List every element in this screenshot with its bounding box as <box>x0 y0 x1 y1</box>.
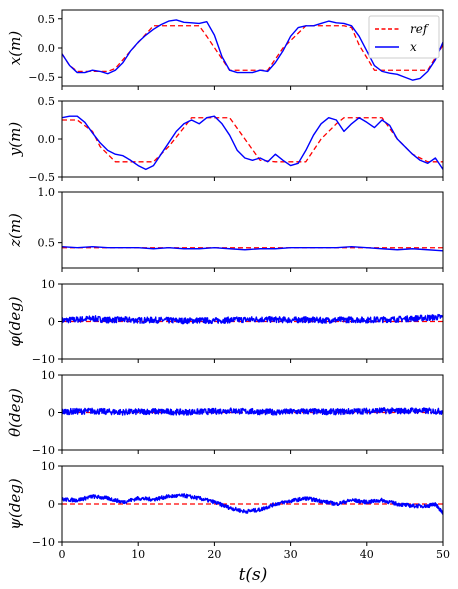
legend-ref-label: ref <box>410 22 430 36</box>
series-x-line <box>62 115 443 171</box>
plot-area <box>62 246 443 252</box>
x-axis-label: t(s) <box>239 565 268 585</box>
y-tick-label: 10 <box>41 460 55 473</box>
panel-3: 0.5 1.0 z(m) <box>6 186 444 272</box>
series-x-line <box>62 246 443 252</box>
y-tick-label: −10 <box>32 353 55 366</box>
x-tick-label: 10 <box>131 548 145 561</box>
axes-frame <box>61 100 444 178</box>
y-tick-label: 0 <box>48 316 55 329</box>
x-tick-label: 40 <box>360 548 374 561</box>
series-x-line <box>62 493 443 515</box>
y-tick-label: −0.5 <box>28 71 55 84</box>
legend-box <box>368 15 440 59</box>
series-ref-line <box>62 117 443 163</box>
x-tick-label: 50 <box>436 548 450 561</box>
y-tick-label: 0.5 <box>38 13 56 26</box>
y-axis-label: ψ(deg) <box>6 478 24 530</box>
y-tick-label: −10 <box>32 444 55 457</box>
y-axis-label: x(m) <box>6 31 24 66</box>
panel-4: −10 0 10 φ(deg) <box>6 278 444 366</box>
y-axis-label: z(m) <box>6 213 24 248</box>
plot-area <box>62 313 443 325</box>
plot-area <box>62 19 443 81</box>
y-tick-label: −0.5 <box>28 171 55 184</box>
x-tick-label: 20 <box>207 548 221 561</box>
y-tick-label: 0.0 <box>38 133 56 146</box>
panels: −0.5 0.0 0.5 x(m) −0.5 0.0 0.5 y(m) 0.5 1.0 z(m) −1… <box>6 9 450 561</box>
x-tick-label: 0 <box>59 548 66 561</box>
y-tick-label: 0.5 <box>38 237 56 250</box>
panel-1: −0.5 0.0 0.5 x(m) <box>6 9 444 90</box>
y-axis-label: φ(deg) <box>6 296 24 346</box>
y-tick-label: 0 <box>48 498 55 511</box>
axes-frame <box>61 191 444 269</box>
legend: ref x <box>368 15 440 59</box>
y-tick-label: 1.0 <box>38 186 56 199</box>
y-tick-label: 10 <box>41 369 55 382</box>
y-tick-label: 10 <box>41 278 55 291</box>
panel-6: −10 0 10 0 10 20 30 40 50 ψ(deg) <box>6 460 450 561</box>
panel-2: −0.5 0.0 0.5 y(m) <box>6 95 444 184</box>
x-tick-label: 30 <box>284 548 298 561</box>
y-axis-label: θ(deg) <box>6 388 24 437</box>
series-x-line <box>62 407 443 416</box>
y-axis-label: y(m) <box>6 122 24 158</box>
y-tick-label: −10 <box>32 536 55 549</box>
y-tick-label: 0.5 <box>38 95 56 108</box>
y-tick-label: 0 <box>48 407 55 420</box>
series-x-line <box>62 19 443 81</box>
legend-x-label: x <box>410 40 417 54</box>
series-x-line <box>62 313 443 325</box>
plot-area <box>62 115 443 171</box>
panel-5: −10 0 10 θ(deg) <box>6 369 444 457</box>
plot-area <box>62 493 443 515</box>
plot-area <box>62 407 443 416</box>
y-tick-label: 0.0 <box>38 42 56 55</box>
